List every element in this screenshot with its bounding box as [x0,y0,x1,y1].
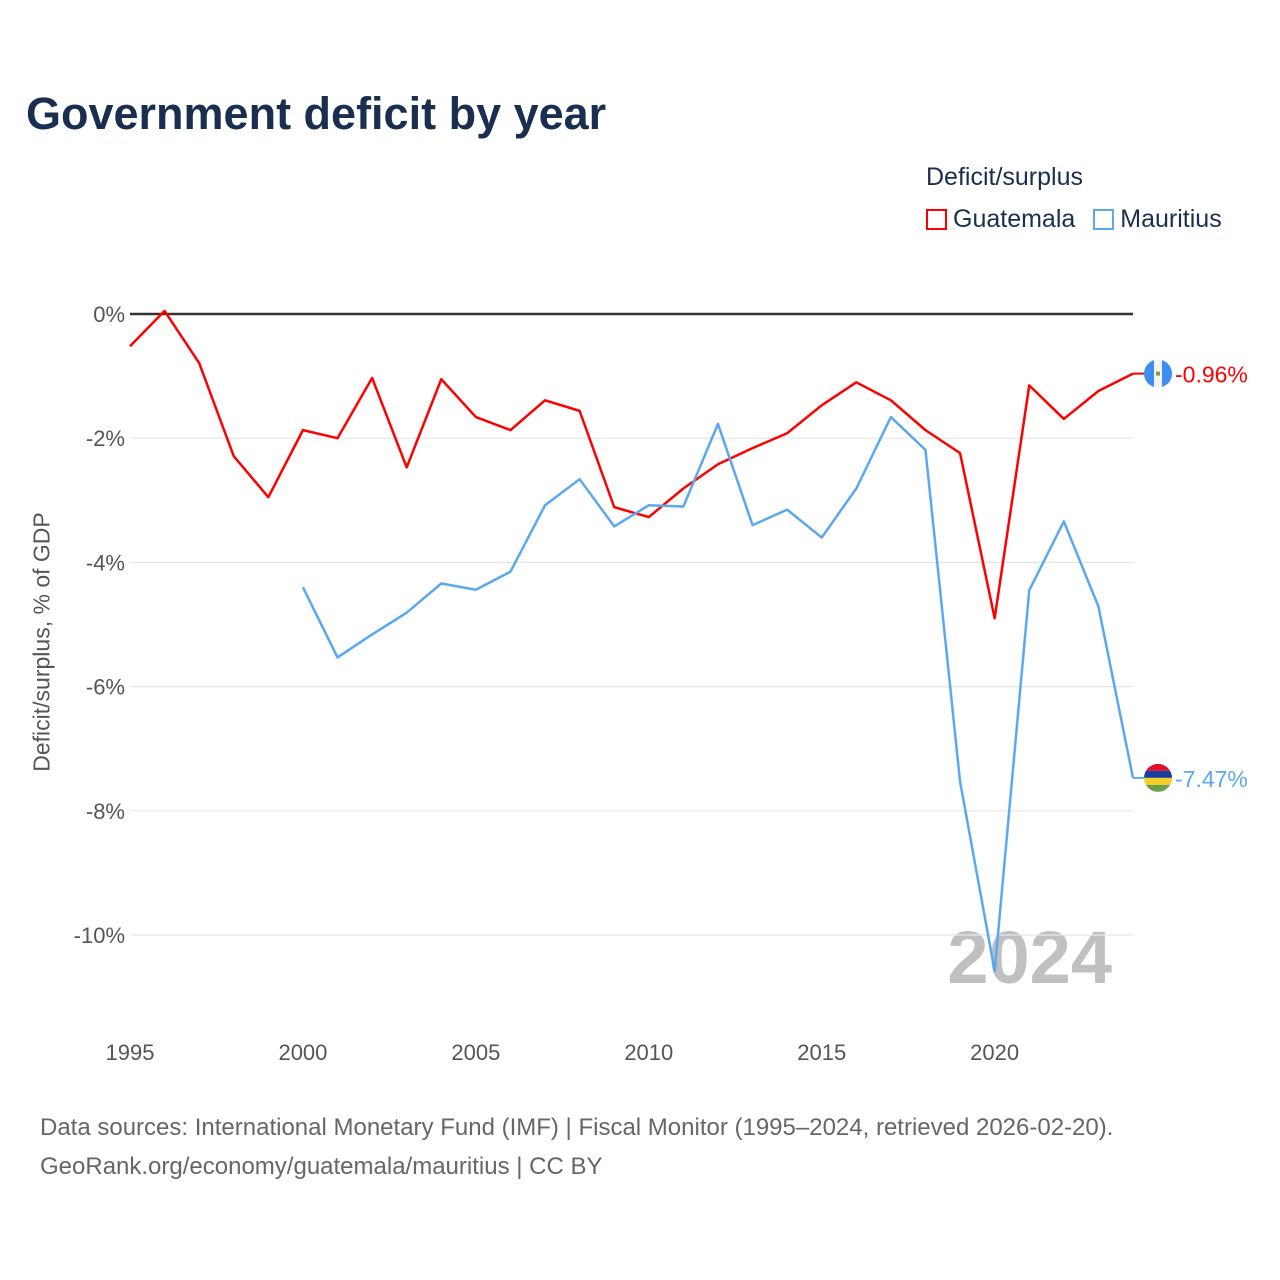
x-tick-label: 2000 [278,1040,327,1065]
legend-title: Deficit/surplus [926,163,1083,191]
legend: Guatemala Mauritius [926,205,1222,234]
year-watermark: 2024 [947,916,1112,999]
legend-swatch-guatemala [926,209,947,230]
x-tick-label: 2005 [451,1040,500,1065]
legend-item-guatemala[interactable]: Guatemala [926,205,1075,234]
x-tick-label: 2015 [797,1040,846,1065]
legend-item-mauritius[interactable]: Mauritius [1093,205,1222,234]
source-note: Data sources: International Monetary Fun… [40,1108,1113,1186]
mauritius-flag-icon [1144,763,1172,792]
series-line-mauritius [301,415,1135,973]
y-tick-label: 0% [93,302,125,327]
y-tick-label: -4% [86,550,125,575]
x-tick-label: 2010 [624,1040,673,1065]
source-line: Data sources: International Monetary Fun… [40,1114,1114,1141]
source-link[interactable]: GeoRank.org/economy/guatemala/mauritius … [40,1153,603,1180]
end-value-label: -0.96% [1175,362,1248,388]
end-value-label: -7.47% [1175,766,1248,792]
series-line-guatemala [129,309,1134,620]
y-tick-label: -6% [86,675,125,700]
y-tick-label: -2% [86,426,125,451]
legend-label: Mauritius [1120,205,1222,233]
page-title: Government deficit by year [26,88,607,139]
x-tick-label: 1995 [106,1040,155,1065]
y-tick-label: -8% [86,799,125,824]
legend-label: Guatemala [953,205,1076,233]
guatemala-flag-icon [1144,359,1172,388]
legend-swatch-mauritius [1093,209,1115,230]
x-tick-label: 2020 [970,1040,1019,1065]
y-tick-label: -10% [74,923,125,948]
